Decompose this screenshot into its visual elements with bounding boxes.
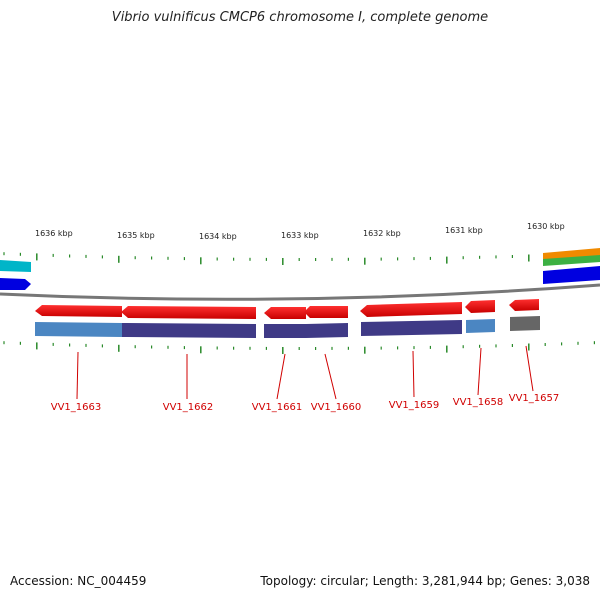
cds-track — [35, 316, 540, 338]
scale-labels: 1636 kbp 1635 kbp 1634 kbp 1633 kbp 1632… — [35, 222, 565, 241]
gene-label[interactable]: VV1_1657 — [509, 393, 560, 404]
blue-feature-left — [0, 278, 31, 290]
gene-label[interactable]: VV1_1661 — [252, 402, 303, 413]
scale-label: 1632 kbp — [363, 229, 401, 238]
gene-arrow-vv1-1662[interactable] — [121, 306, 256, 319]
accession-text: Accession: NC_004459 — [10, 574, 147, 588]
cds-bar — [306, 323, 348, 338]
genome-backbone — [0, 283, 600, 301]
scale-ticks-bottom — [3, 341, 596, 354]
scale-label: 1635 kbp — [117, 231, 155, 240]
scale-label: 1631 kbp — [445, 226, 483, 235]
gene-arrow-vv1-1658[interactable] — [465, 300, 495, 313]
scale-label: 1633 kbp — [281, 231, 319, 240]
edge-features — [0, 248, 600, 290]
gene-arrow-vv1-1663[interactable] — [35, 305, 122, 317]
green-feature — [543, 255, 600, 266]
gene-labels: VV1_1663 VV1_1662 VV1_1661 VV1_1660 VV1_… — [51, 393, 560, 413]
blue-feature-right — [543, 266, 600, 284]
gene-arrow-vv1-1660[interactable] — [304, 306, 348, 318]
gene-arrow-vv1-1657[interactable] — [509, 299, 539, 311]
label-lines — [76, 345, 534, 400]
scale-label: 1630 kbp — [527, 222, 565, 231]
cds-bar — [466, 319, 495, 333]
gene-arrow-vv1-1659[interactable] — [360, 302, 462, 317]
topology-text: Topology: circular; Length: 3,281,944 bp… — [260, 574, 590, 588]
gene-label[interactable]: VV1_1662 — [163, 402, 214, 413]
gene-label[interactable]: VV1_1660 — [311, 402, 362, 413]
gene-label[interactable]: VV1_1663 — [51, 402, 102, 413]
cds-bar — [264, 324, 306, 338]
scale-ticks-top — [3, 252, 596, 265]
gene-arrows — [35, 299, 539, 319]
cds-bar — [361, 320, 462, 336]
cds-bar — [510, 316, 540, 331]
gene-label[interactable]: VV1_1659 — [389, 400, 440, 411]
gene-arrow-vv1-1661[interactable] — [264, 307, 306, 319]
scale-label: 1636 kbp — [35, 229, 73, 238]
page-title: Vibrio vulnificus CMCP6 chromosome I, co… — [111, 10, 489, 25]
cds-bar — [122, 323, 256, 338]
cyan-feature — [0, 260, 31, 272]
cds-bar — [35, 322, 122, 337]
gene-label[interactable]: VV1_1658 — [453, 397, 504, 408]
scale-label: 1634 kbp — [199, 232, 237, 241]
